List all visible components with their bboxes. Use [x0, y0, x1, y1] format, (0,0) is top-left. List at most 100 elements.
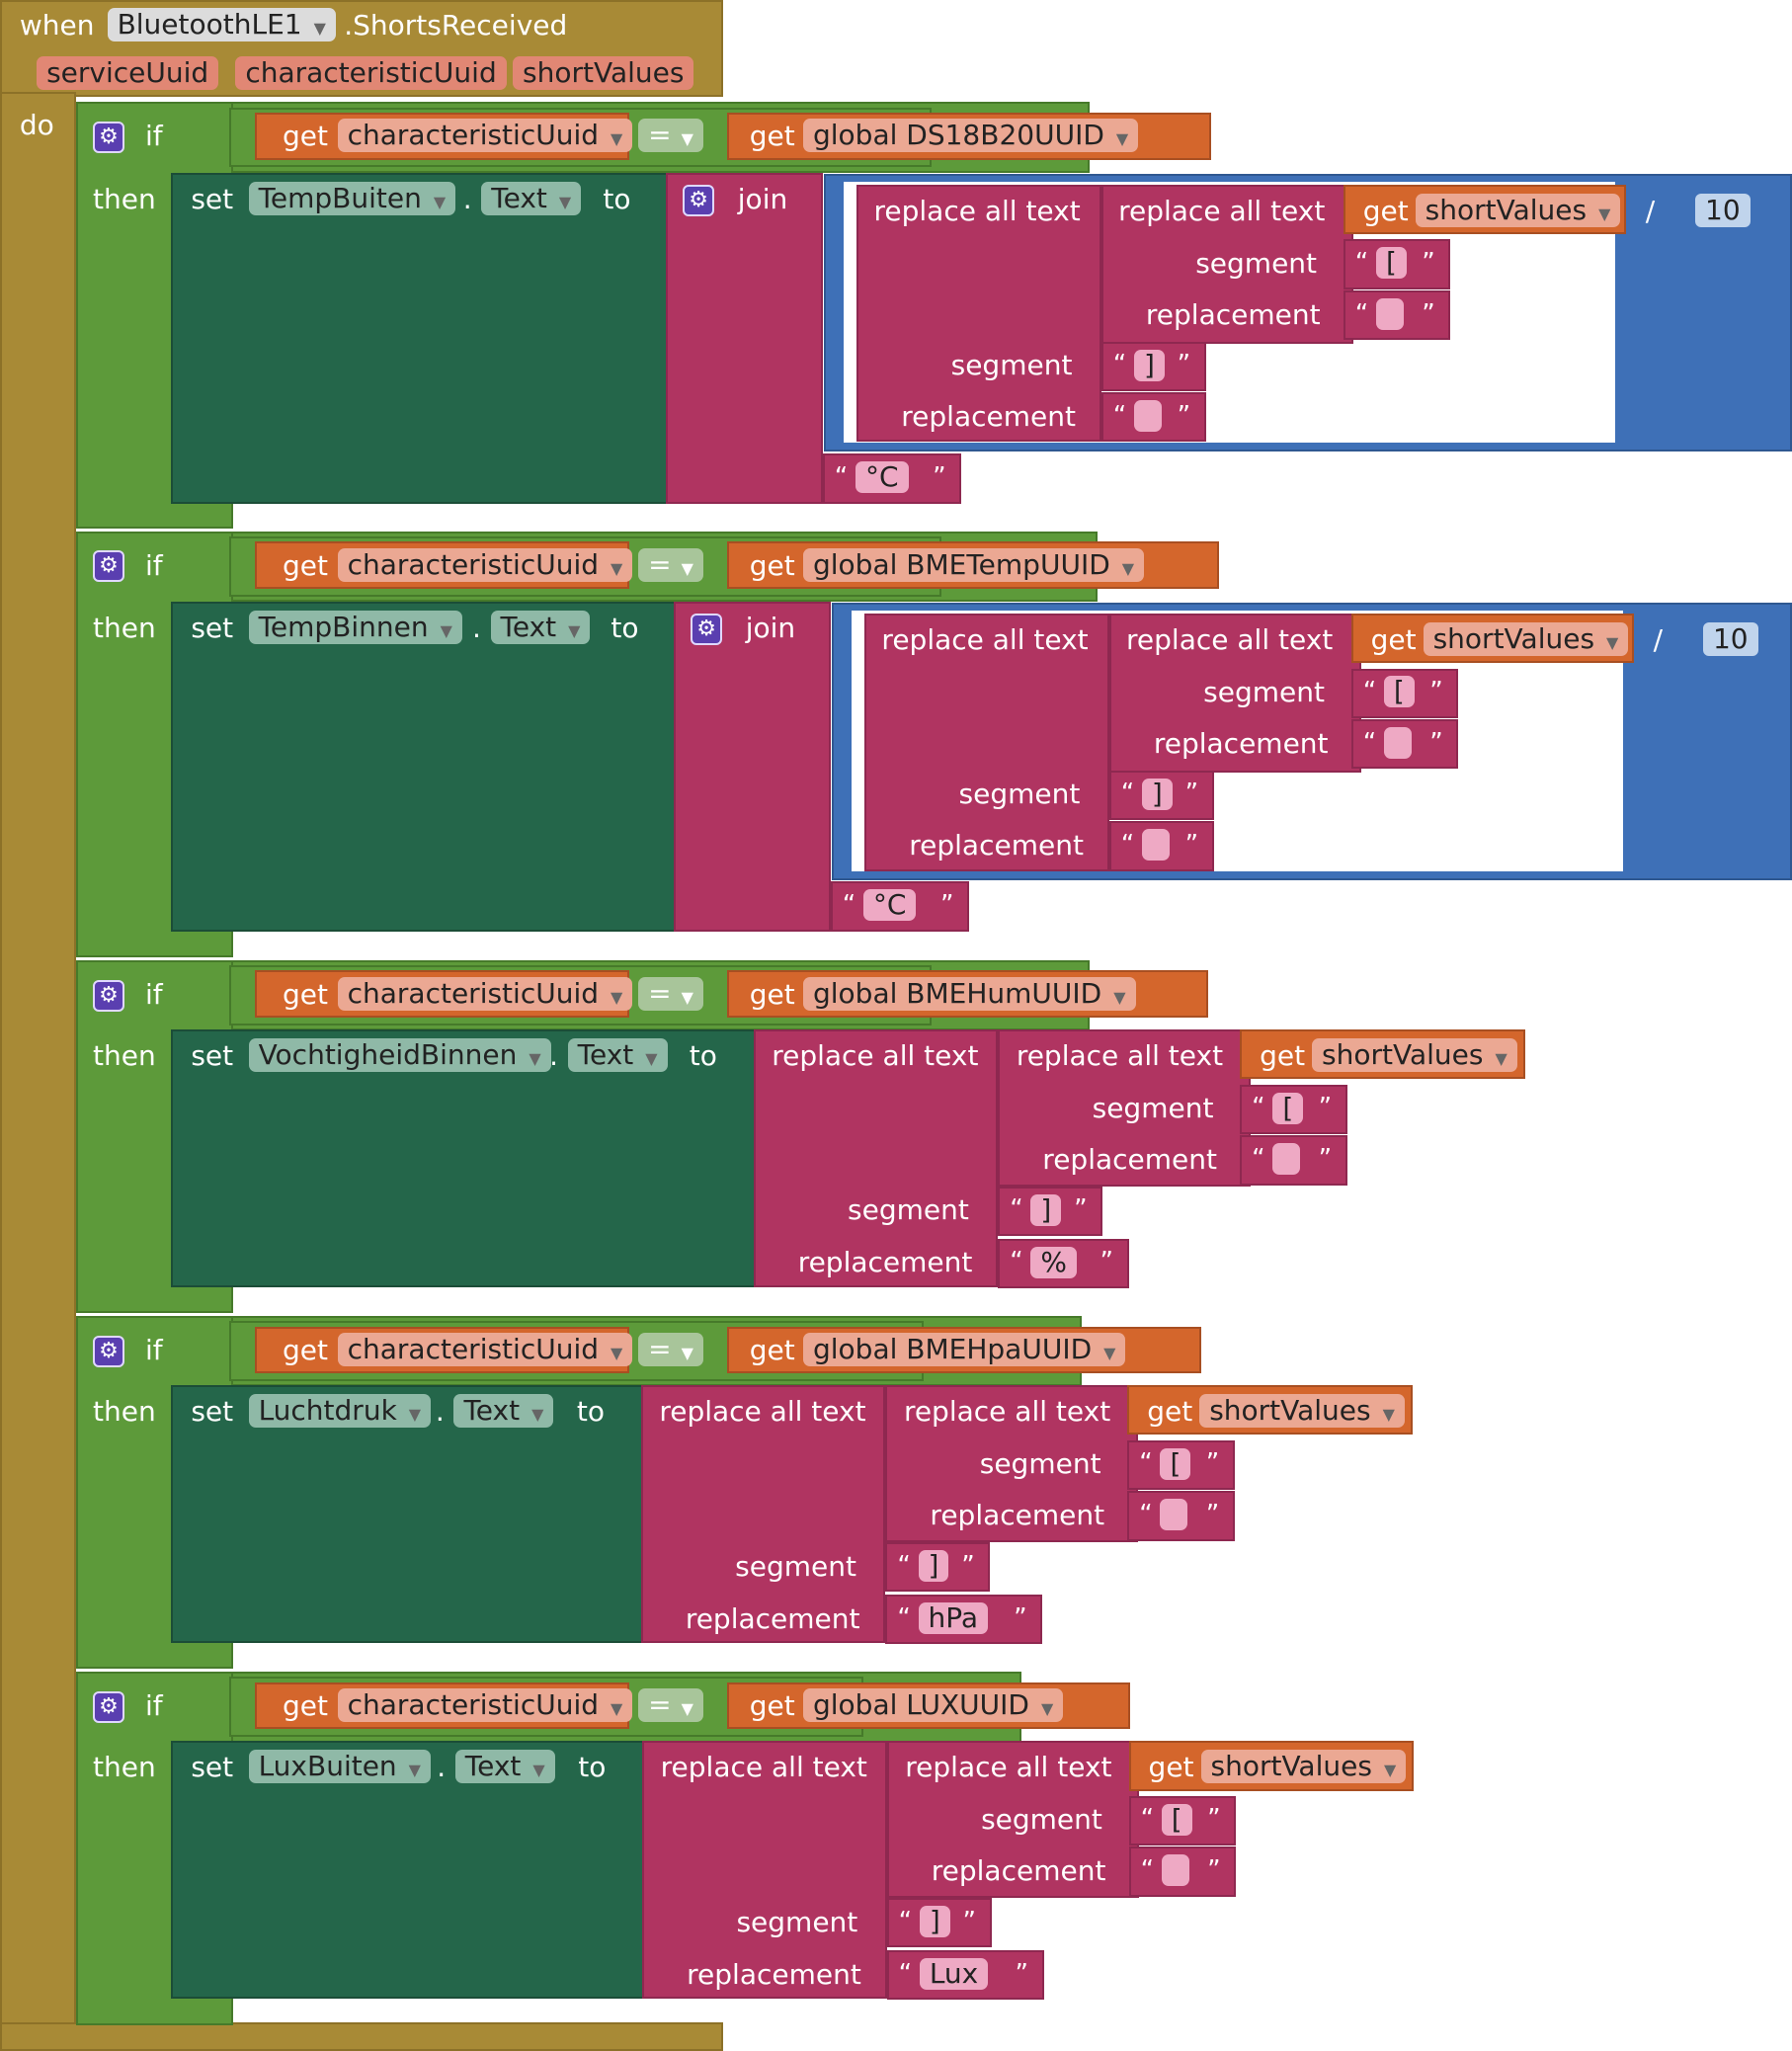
mutator-gear-icon[interactable]: ⚙: [93, 550, 124, 583]
branch-1-replace-outer[interactable]: [856, 184, 1101, 443]
branch-3-global-dropdown[interactable]: global BMEHumUUID ▼: [802, 977, 1136, 1011]
branch-4-outer-replacement-string-value[interactable]: hPa: [918, 1601, 989, 1634]
branch-3-shortvalues-dropdown[interactable]: shortValues ▼: [1312, 1038, 1517, 1073]
branch-5-inner-segment-string-value[interactable]: [: [1161, 1803, 1192, 1836]
branch-1-divisor-number[interactable]: 10: [1695, 193, 1751, 227]
branch-2-join-block[interactable]: [673, 602, 831, 932]
mutator-gear-icon[interactable]: ⚙: [93, 1690, 124, 1723]
branch-2-characteristicuuid-dropdown[interactable]: characteristicUuid ▼: [337, 547, 633, 582]
param-characteristicuuid[interactable]: characteristicUuid: [235, 55, 507, 90]
dropdown-arrow-icon[interactable]: ▼: [408, 1761, 421, 1780]
branch-4-characteristicuuid-dropdown[interactable]: characteristicUuid ▼: [337, 1333, 633, 1367]
dropdown-arrow-icon[interactable]: ▼: [1495, 1049, 1507, 1069]
dropdown-arrow-icon[interactable]: ▼: [532, 1761, 545, 1780]
branch-4-inner-segment-string-value[interactable]: [: [1160, 1447, 1191, 1480]
branch-4-outer-segment-string-value[interactable]: ]: [918, 1549, 949, 1582]
dropdown-arrow-icon[interactable]: ▼: [681, 1699, 693, 1719]
branch-1-global-dropdown[interactable]: global DS18B20UUID ▼: [802, 119, 1139, 153]
dropdown-arrow-icon[interactable]: ▼: [531, 1405, 544, 1425]
branch-3-characteristicuuid-dropdown[interactable]: characteristicUuid ▼: [337, 977, 633, 1011]
branch-4-eq-operator-dropdown[interactable]: = ▼: [638, 1333, 703, 1367]
branch-5-outer-segment-string-value[interactable]: ]: [919, 1906, 950, 1938]
branch-2-inner-segment-string-value[interactable]: [: [1383, 676, 1415, 708]
branch-3-replace-outer[interactable]: [753, 1028, 999, 1287]
branch-2-inner-replacement-string-value[interactable]: [1383, 727, 1412, 760]
branch-1-suffix-string-value[interactable]: °C: [855, 461, 909, 494]
dropdown-arrow-icon[interactable]: ▼: [1103, 1344, 1116, 1363]
dropdown-arrow-icon[interactable]: ▼: [1115, 129, 1129, 149]
branch-5-characteristicuuid-dropdown[interactable]: characteristicUuid ▼: [337, 1688, 633, 1723]
branch-1-inner-segment-string-value[interactable]: [: [1375, 247, 1407, 280]
dropdown-arrow-icon[interactable]: ▼: [1606, 633, 1619, 653]
branch-5-replace-outer[interactable]: [642, 1741, 887, 2000]
branch-5-property-dropdown[interactable]: Text ▼: [454, 1750, 555, 1784]
branch-5-shortvalues-dropdown[interactable]: shortValues ▼: [1200, 1750, 1407, 1784]
mutator-gear-icon[interactable]: ⚙: [93, 979, 124, 1012]
branch-1-inner-replacement-string-value[interactable]: [1375, 297, 1404, 330]
dropdown-arrow-icon[interactable]: ▼: [611, 1699, 623, 1719]
param-shortvalues[interactable]: shortValues: [513, 55, 694, 90]
branch-2-component-dropdown[interactable]: TempBinnen ▼: [248, 611, 462, 645]
dropdown-arrow-icon[interactable]: ▼: [440, 621, 452, 641]
component-dropdown[interactable]: BluetoothLE1 ▼: [107, 7, 336, 41]
branch-2-shortvalues-dropdown[interactable]: shortValues ▼: [1423, 622, 1629, 657]
branch-2-divisor-number[interactable]: 10: [1702, 622, 1758, 657]
branch-4-replace-inner[interactable]: [885, 1385, 1138, 1542]
dropdown-arrow-icon[interactable]: ▼: [611, 1344, 623, 1363]
mutator-gear-icon[interactable]: ⚙: [691, 613, 723, 645]
dropdown-arrow-icon[interactable]: ▼: [681, 558, 693, 578]
branch-1-characteristicuuid-dropdown[interactable]: characteristicUuid ▼: [337, 119, 633, 153]
branch-3-eq-operator-dropdown[interactable]: = ▼: [638, 977, 703, 1011]
branch-4-component-dropdown[interactable]: Luchtdruk ▼: [248, 1394, 432, 1429]
dropdown-arrow-icon[interactable]: ▼: [568, 621, 581, 641]
dropdown-arrow-icon[interactable]: ▼: [1598, 204, 1611, 223]
dropdown-arrow-icon[interactable]: ▼: [681, 988, 693, 1007]
dropdown-arrow-icon[interactable]: ▼: [1113, 988, 1126, 1007]
branch-2-global-dropdown[interactable]: global BMETempUUID ▼: [802, 547, 1145, 582]
branch-5-component-dropdown[interactable]: LuxBuiten ▼: [248, 1750, 431, 1784]
branch-1-eq-operator-dropdown[interactable]: = ▼: [638, 119, 703, 153]
dropdown-arrow-icon[interactable]: ▼: [681, 129, 693, 149]
branch-4-shortvalues-dropdown[interactable]: shortValues ▼: [1199, 1394, 1405, 1429]
branch-5-eq-operator-dropdown[interactable]: = ▼: [638, 1688, 703, 1723]
dropdown-arrow-icon[interactable]: ▼: [1382, 1405, 1395, 1425]
dropdown-arrow-icon[interactable]: ▼: [558, 193, 572, 212]
dropdown-arrow-icon[interactable]: ▼: [611, 988, 623, 1007]
branch-5-replace-inner[interactable]: [886, 1741, 1140, 1899]
branch-3-replace-inner[interactable]: [998, 1028, 1251, 1187]
param-serviceuuid[interactable]: serviceUuid: [37, 55, 219, 90]
branch-1-outer-replacement-string-value[interactable]: [1133, 400, 1162, 433]
branch-2-replace-inner[interactable]: [1108, 613, 1362, 774]
branch-2-suffix-string-value[interactable]: °C: [862, 889, 917, 922]
branch-3-inner-segment-string-value[interactable]: [: [1272, 1092, 1304, 1124]
dropdown-arrow-icon[interactable]: ▼: [1121, 558, 1135, 578]
branch-3-inner-replacement-string-value[interactable]: [1272, 1143, 1301, 1176]
branch-3-outer-segment-string-value[interactable]: ]: [1030, 1193, 1062, 1226]
dropdown-arrow-icon[interactable]: ▼: [529, 1049, 541, 1069]
branch-2-replace-outer[interactable]: [864, 613, 1109, 871]
branch-4-set-block[interactable]: [171, 1385, 655, 1643]
branch-2-set-block[interactable]: [171, 602, 688, 932]
branch-4-property-dropdown[interactable]: Text ▼: [453, 1394, 554, 1429]
branch-1-outer-segment-string-value[interactable]: ]: [1133, 349, 1165, 381]
branch-3-set-block[interactable]: [171, 1028, 767, 1287]
branch-1-property-dropdown[interactable]: Text ▼: [481, 182, 582, 216]
branch-1-component-dropdown[interactable]: TempBuiten ▼: [248, 182, 456, 216]
branch-2-outer-segment-string-value[interactable]: ]: [1141, 778, 1173, 810]
dropdown-arrow-icon[interactable]: ▼: [681, 1344, 693, 1363]
branch-3-component-dropdown[interactable]: VochtigheidBinnen ▼: [248, 1038, 551, 1073]
branch-4-global-dropdown[interactable]: global BMEHpaUUID ▼: [802, 1333, 1126, 1367]
dropdown-arrow-icon[interactable]: ▼: [408, 1405, 422, 1425]
mutator-gear-icon[interactable]: ⚙: [93, 1335, 124, 1367]
branch-5-inner-replacement-string-value[interactable]: [1161, 1854, 1189, 1887]
mutator-gear-icon[interactable]: ⚙: [93, 122, 124, 154]
branch-5-outer-replacement-string-value[interactable]: Lux: [919, 1957, 989, 1990]
branch-2-property-dropdown[interactable]: Text ▼: [490, 611, 591, 645]
dropdown-arrow-icon[interactable]: ▼: [611, 129, 623, 149]
dropdown-arrow-icon[interactable]: ▼: [433, 193, 447, 212]
branch-2-outer-replacement-string-value[interactable]: [1141, 829, 1170, 861]
branch-4-inner-replacement-string-value[interactable]: [1160, 1499, 1188, 1531]
mutator-gear-icon[interactable]: ⚙: [683, 184, 715, 216]
branch-5-global-dropdown[interactable]: global LUXUUID ▼: [802, 1688, 1064, 1723]
branch-5-set-block[interactable]: [171, 1741, 656, 2000]
